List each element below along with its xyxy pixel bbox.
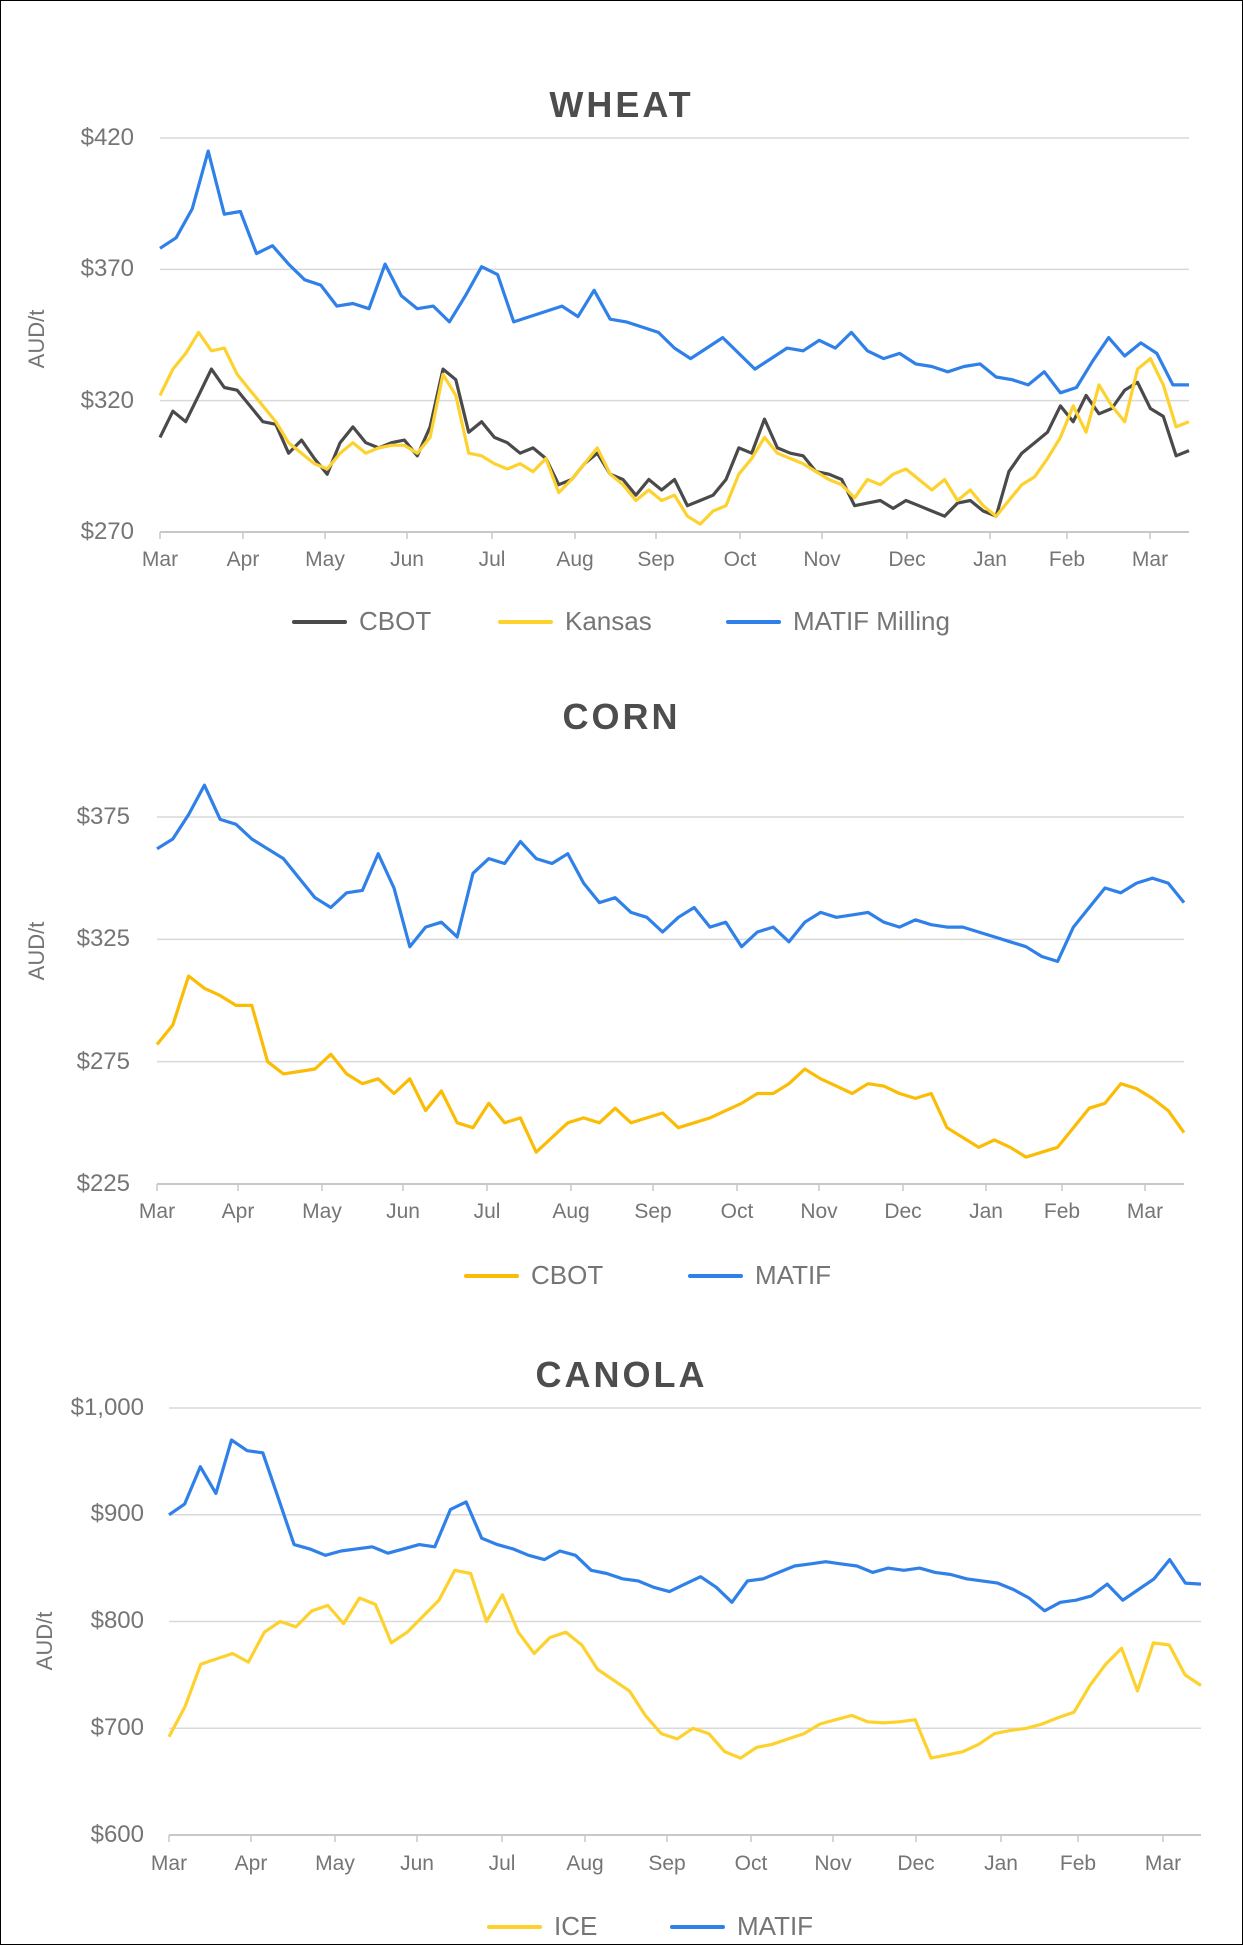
- x-tick-label: Jun: [386, 1200, 420, 1223]
- canola-ytick: $600: [90, 1821, 144, 1848]
- x-tick-label: Apr: [221, 1200, 255, 1223]
- x-tick-label: Oct: [723, 548, 757, 571]
- canola-ytick: $700: [90, 1714, 144, 1741]
- x-tick-label: Sep: [637, 548, 675, 571]
- wheat-ytick: $320: [80, 387, 134, 414]
- series-line-ice: [167, 1568, 1202, 1760]
- x-tick-label: Aug: [552, 1200, 590, 1223]
- legend-swatch-line-icon: [292, 619, 347, 624]
- legend-label: MATIF Milling: [793, 606, 950, 636]
- canola-ytick: $900: [90, 1500, 144, 1527]
- x-tick-label: May: [302, 1200, 342, 1223]
- legend-label: MATIF: [755, 1260, 832, 1290]
- corn-chart-title: CORN: [562, 696, 681, 737]
- x-tick-label: Dec: [897, 1852, 935, 1875]
- x-tick-label: Oct: [720, 1200, 754, 1223]
- wheat-chart-title: WHEAT: [549, 84, 694, 125]
- x-tick-label: Aug: [556, 548, 594, 571]
- series-line-kansas: [158, 330, 1190, 526]
- legend-swatch-line-icon: [498, 619, 553, 624]
- x-tick-label: May: [305, 548, 345, 571]
- x-tick-label: Jun: [400, 1852, 434, 1875]
- x-tick-label: Jul: [478, 548, 506, 571]
- series-line-matif-milling: [159, 149, 1189, 395]
- x-tick-label: Apr: [226, 548, 260, 571]
- legend-swatch-line-icon: [487, 1924, 542, 1929]
- x-tick-label: Jun: [390, 548, 424, 571]
- corn-ytick: $275: [76, 1048, 130, 1075]
- x-tick-label: Mar: [150, 1852, 188, 1875]
- wheat-ytick: $370: [80, 255, 134, 282]
- x-tick-label: Feb: [1048, 548, 1086, 571]
- x-tick-label: Nov: [800, 1200, 838, 1223]
- x-tick-label: Aug: [566, 1852, 604, 1875]
- x-tick-label: Nov: [814, 1852, 852, 1875]
- corn-legend-matif[interactable]: MATIF: [688, 1260, 831, 1291]
- canola-legend-ice[interactable]: ICE: [487, 1911, 597, 1942]
- wheat-ytick: $270: [80, 518, 134, 545]
- corn-ytick: $375: [76, 803, 130, 830]
- series-line-cbot: [155, 974, 1186, 1159]
- legend-swatch-line-icon: [670, 1924, 725, 1929]
- wheat-legend-cbot[interactable]: CBOT: [292, 606, 431, 637]
- wheat-ytick: $420: [80, 124, 134, 151]
- x-tick-label: Sep: [634, 1200, 672, 1223]
- legend-label: ICE: [554, 1911, 598, 1941]
- x-tick-label: Mar: [1126, 1200, 1164, 1223]
- x-tick-label: Oct: [734, 1852, 768, 1875]
- x-tick-label: Jul: [488, 1852, 516, 1875]
- x-tick-label: Mar: [1144, 1852, 1182, 1875]
- corn-legend-cbot[interactable]: CBOT: [464, 1260, 603, 1291]
- canola-legend-matif[interactable]: MATIF: [670, 1911, 813, 1942]
- x-tick-label: Mar: [141, 548, 179, 571]
- wheat-legend-matif-milling[interactable]: MATIF Milling: [726, 606, 950, 637]
- x-tick-label: Jan: [969, 1200, 1003, 1223]
- x-tick-label: Jan: [973, 548, 1007, 571]
- x-tick-label: Nov: [803, 548, 841, 571]
- legend-label: CBOT: [359, 606, 432, 636]
- x-tick-label: Feb: [1059, 1852, 1097, 1875]
- canola-ytick: $800: [90, 1607, 144, 1634]
- corn-ytick: $225: [76, 1170, 130, 1197]
- corn-ytick: $325: [76, 925, 130, 952]
- x-tick-label: Jul: [473, 1200, 501, 1223]
- x-tick-label: May: [315, 1852, 355, 1875]
- x-tick-label: Dec: [884, 1200, 922, 1223]
- x-tick-label: Mar: [1131, 548, 1169, 571]
- legend-swatch-line-icon: [464, 1273, 519, 1278]
- canola-ytick: $1,000: [70, 1394, 144, 1421]
- x-tick-label: Apr: [234, 1852, 268, 1875]
- series-line-matif: [168, 1438, 1202, 1613]
- series-line-matif: [156, 783, 1186, 964]
- x-tick-label: Jan: [984, 1852, 1018, 1875]
- x-tick-label: Mar: [138, 1200, 176, 1223]
- x-tick-label: Feb: [1043, 1200, 1081, 1223]
- legend-label: Kansas: [565, 606, 652, 636]
- canola-chart-title: CANOLA: [535, 1354, 708, 1395]
- wheat-legend-kansas[interactable]: Kansas: [498, 606, 652, 637]
- legend-label: CBOT: [531, 1260, 604, 1290]
- x-tick-label: Dec: [888, 548, 926, 571]
- legend-swatch-line-icon: [688, 1273, 743, 1278]
- legend-label: MATIF: [737, 1911, 814, 1941]
- x-tick-label: Sep: [648, 1852, 686, 1875]
- legend-swatch-line-icon: [726, 619, 781, 624]
